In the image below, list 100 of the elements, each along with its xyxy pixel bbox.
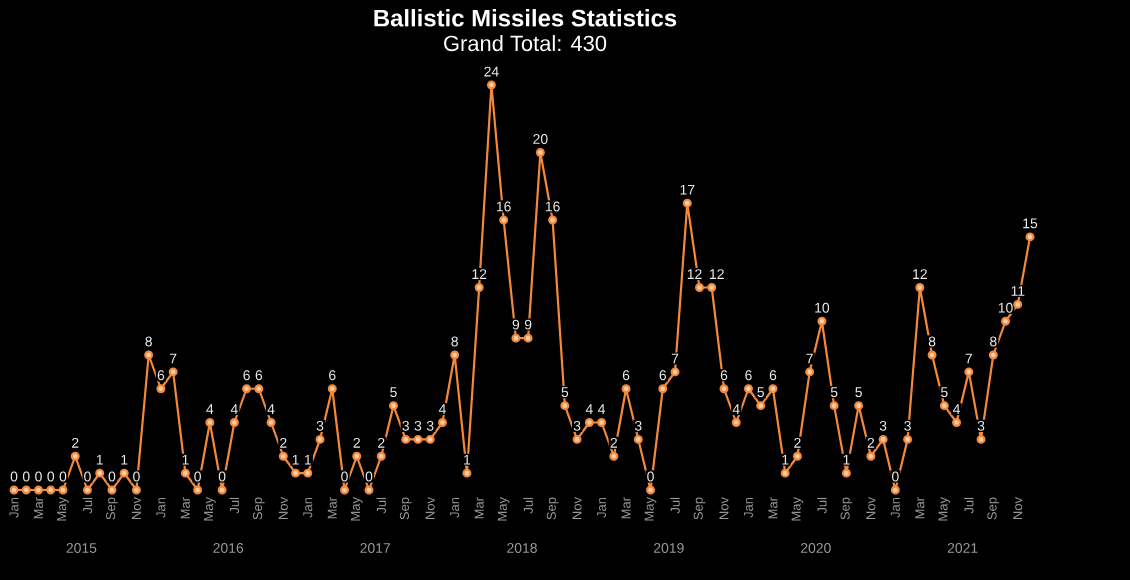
data-label: 0 [341, 471, 348, 482]
text: 2018 [507, 543, 537, 553]
data-label: 6 [157, 370, 165, 381]
x-tick-label: Jan [156, 497, 166, 518]
x-tick-label: Sep [106, 497, 118, 520]
data-label: 4 [585, 404, 593, 414]
data-label: 9 [524, 319, 532, 330]
text: 2015 [66, 543, 97, 553]
data-label: 6 [745, 370, 752, 381]
data-label: 1 [782, 454, 789, 465]
data-label: 5 [855, 387, 862, 398]
data-label: 3 [977, 420, 985, 431]
data-label: 20 [533, 134, 548, 144]
x-tick-label: Nov [719, 497, 729, 520]
text: 2019 [653, 543, 684, 553]
x-tick-label: May [57, 497, 69, 521]
data-label: 6 [659, 370, 667, 381]
data-label: 2 [867, 437, 875, 448]
data-label: 6 [622, 370, 630, 381]
x-tick-label: May [204, 497, 216, 521]
data-label: 8 [928, 336, 936, 347]
data-label: 2 [353, 437, 360, 448]
x-tick-label: Jul [229, 497, 240, 514]
data-label: 0 [194, 471, 201, 482]
x-tick-label: Jan [743, 497, 753, 518]
x-tick-label: Jul [376, 497, 386, 514]
data-label: 3 [316, 420, 324, 431]
data-label: 1 [121, 454, 128, 465]
data-label: 3 [573, 420, 581, 431]
x-tick-label: Sep [546, 497, 559, 520]
data-label: 7 [169, 353, 177, 364]
data-label: 9 [512, 319, 520, 330]
data-label: 7 [965, 353, 972, 364]
x-tick-label: Jan [9, 497, 19, 518]
data-label: 1 [182, 454, 189, 465]
x-tick-label: Jul [817, 497, 827, 514]
data-label: 17 [680, 184, 695, 195]
x-tick-label: May [644, 497, 657, 521]
data-label: 0 [892, 471, 899, 482]
x-tick-label: Nov [572, 497, 582, 520]
x-tick-label: May [497, 497, 510, 521]
data-label: 2 [72, 437, 79, 448]
data-label: 4 [438, 404, 446, 414]
data-label: 8 [990, 336, 997, 347]
data-label: 0 [35, 471, 42, 482]
x-tick-label: Jan [890, 497, 900, 518]
data-label: 0 [84, 471, 91, 482]
data-label: 4 [953, 404, 961, 414]
x-tick-label: Jul [523, 497, 533, 514]
x-tick-label: May [791, 497, 804, 521]
data-label: 8 [451, 336, 458, 347]
data-label: 6 [243, 370, 250, 381]
text: 2021 [947, 543, 978, 553]
data-label: 1 [304, 454, 311, 465]
data-label: 10 [815, 302, 830, 313]
data-label: 16 [496, 201, 511, 212]
data-label: 3 [414, 420, 422, 431]
data-label: 5 [830, 387, 838, 398]
x-tick-label: Nov [1013, 497, 1023, 520]
data-label: 3 [426, 420, 434, 431]
x-tick-label: Mar [327, 497, 337, 519]
data-label: 3 [402, 420, 409, 431]
chart-subtitle: Grand Total: 430 [444, 35, 607, 52]
data-label: 4 [732, 404, 740, 414]
data-label: 0 [59, 471, 67, 482]
data-label: 2 [280, 437, 287, 448]
data-label: 6 [769, 370, 777, 381]
data-label: 5 [561, 387, 569, 398]
data-label: 4 [230, 404, 238, 414]
text: 2020 [800, 543, 831, 553]
data-label: 16 [545, 201, 560, 212]
data-label: 0 [22, 471, 30, 482]
data-label: 3 [904, 420, 911, 431]
data-label: 2 [378, 437, 385, 448]
data-label: 6 [720, 370, 728, 381]
x-tick-label: Sep [693, 497, 706, 520]
data-label: 5 [757, 387, 764, 398]
data-label: 0 [133, 471, 140, 482]
data-label: 0 [365, 471, 373, 482]
x-tick-label: Jul [82, 497, 93, 514]
data-label: 11 [1011, 286, 1025, 296]
x-tick-label: Sep [252, 497, 265, 520]
x-tick-label: Jan [450, 497, 460, 518]
data-label: 1 [292, 454, 299, 465]
data-label: 4 [267, 404, 275, 414]
x-tick-label: Sep [399, 497, 412, 520]
data-label: 12 [472, 269, 487, 279]
data-label: 7 [671, 353, 679, 364]
data-label: 24 [484, 66, 499, 77]
x-tick-label: Mar [768, 497, 778, 519]
x-tick-label: Nov [866, 497, 876, 520]
data-label: 2 [794, 437, 801, 448]
data-label: 10 [998, 302, 1013, 313]
data-label: 0 [218, 471, 226, 482]
chart-title: Ballistic Missiles Statistics [374, 9, 677, 27]
data-label: 4 [598, 404, 606, 414]
x-tick-label: Jul [964, 497, 974, 514]
data-label: 3 [634, 420, 642, 431]
data-label: 5 [390, 387, 397, 398]
x-tick-label: Jan [303, 497, 313, 518]
